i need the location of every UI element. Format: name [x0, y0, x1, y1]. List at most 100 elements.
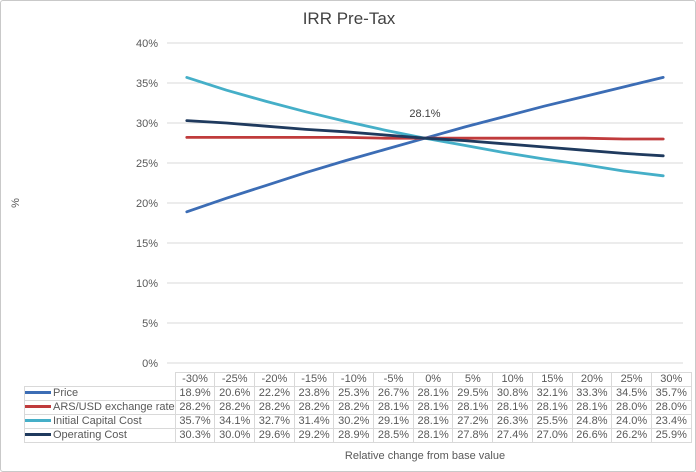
table-header-row: -30% -25% -20% -15% -10% -5% 0% 5% 10% 15% 20% 25% 3…	[25, 372, 692, 387]
value-cell: 35.7%	[650, 386, 692, 401]
y-tick-label: 40%	[136, 38, 158, 50]
value-cell: 26.6%	[571, 428, 613, 443]
column-header: -5%	[373, 372, 414, 387]
y-tick-label: 5%	[142, 318, 158, 330]
table-row: Operating Cost 30.3% 30.0% 29.6% 29.2% 28.9% 2…	[24, 428, 692, 443]
value-cell: 26.7%	[373, 386, 414, 401]
y-tick-label: 30%	[136, 118, 158, 130]
value-cell: 27.8%	[452, 428, 494, 443]
value-cell: 30.0%	[214, 428, 256, 443]
series-legend-cell: ARS/USD exchange rate	[24, 400, 176, 415]
value-cell: 33.3%	[571, 386, 613, 401]
value-cell: 35.7%	[174, 414, 216, 429]
chart-title: IRR Pre-Tax	[302, 9, 396, 28]
value-cell: 28.0%	[650, 400, 692, 415]
value-cell: 23.4%	[650, 414, 692, 429]
value-cell: 27.4%	[492, 428, 533, 443]
value-cell: 28.5%	[373, 428, 414, 443]
value-cell: 28.1%	[571, 400, 613, 415]
value-cell: 28.1%	[412, 386, 454, 401]
value-cell: 34.5%	[611, 386, 652, 401]
series-line-price	[185, 76, 665, 214]
y-tick-label: 20%	[136, 198, 158, 210]
legend-line-swatch	[25, 432, 51, 436]
value-cell: 30.8%	[492, 386, 533, 401]
value-cell: 18.9%	[174, 386, 216, 401]
y-tick-label: 15%	[136, 238, 158, 250]
series-name: Initial Capital Cost	[53, 415, 142, 428]
table-row: Price 18.9% 20.6% 22.2% 23.8% 25.3% 26.7% 28.1%…	[24, 386, 692, 401]
value-cell: 30.3%	[174, 428, 216, 443]
y-tick-label: 25%	[136, 158, 158, 170]
value-cell: 28.1%	[412, 414, 454, 429]
y-tick-label: 35%	[136, 78, 158, 90]
x-axis-title: Relative change from base value	[344, 450, 506, 462]
value-cell: 29.6%	[254, 428, 295, 443]
value-cell: 28.2%	[333, 400, 375, 415]
value-cell: 28.1%	[412, 428, 454, 443]
value-cell: 28.2%	[293, 400, 335, 415]
value-cell: 28.1%	[373, 400, 414, 415]
value-cell: 25.9%	[650, 428, 692, 443]
value-cell: 28.1%	[412, 400, 454, 415]
column-header: -15%	[293, 372, 335, 387]
value-cell: 28.2%	[254, 400, 295, 415]
table-row: ARS/USD exchange rate 28.2% 28.2% 28.2% 28.2…	[24, 400, 692, 415]
value-cell: 27.2%	[452, 414, 494, 429]
value-cell: 34.1%	[214, 414, 256, 429]
column-header: -30%	[174, 372, 216, 387]
legend-line-swatch	[25, 418, 51, 422]
value-cell: 29.2%	[293, 428, 335, 443]
value-cell: 32.7%	[254, 414, 295, 429]
value-cell: 28.1%	[492, 400, 533, 415]
value-cell: 25.5%	[531, 414, 573, 429]
value-cell: 29.1%	[373, 414, 414, 429]
series-name: ARS/USD exchange rate	[53, 401, 175, 414]
value-cell: 29.5%	[452, 386, 494, 401]
column-header: 25%	[611, 372, 652, 387]
crossing-point-annotation: 28.1%	[409, 108, 441, 120]
data-table: -30% -25% -20% -15% -10% -5% 0% 5% 10% 15% 20% 25% 3…	[24, 372, 692, 443]
value-cell: 24.8%	[571, 414, 613, 429]
series-name: Price	[53, 387, 79, 400]
table-corner-cell	[25, 373, 176, 387]
series-legend-cell: Price	[24, 386, 176, 401]
y-tick-label: 10%	[136, 278, 158, 290]
value-cell: 26.2%	[611, 428, 652, 443]
value-cell: 22.2%	[254, 386, 295, 401]
series-legend-cell: Initial Capital Cost	[24, 414, 176, 429]
column-header: 0%	[412, 372, 454, 387]
column-header: -20%	[254, 372, 295, 387]
legend-line-swatch	[25, 404, 51, 408]
value-cell: 28.1%	[531, 400, 573, 415]
column-header: 10%	[492, 372, 533, 387]
value-cell: 23.8%	[293, 386, 335, 401]
series-line-operating-cost	[185, 119, 665, 158]
table-row: Initial Capital Cost 35.7% 34.1% 32.7% 31.4%…	[24, 414, 692, 429]
column-header: -25%	[214, 372, 256, 387]
value-cell: 27.0%	[531, 428, 573, 443]
value-cell: 28.1%	[452, 400, 494, 415]
series-name: Operating Cost	[53, 429, 127, 442]
column-header: -10%	[333, 372, 375, 387]
value-cell: 26.3%	[492, 414, 533, 429]
value-cell: 28.2%	[174, 400, 216, 415]
column-header: 30%	[650, 372, 692, 387]
value-cell: 31.4%	[293, 414, 335, 429]
column-header: 5%	[452, 372, 494, 387]
value-cell: 20.6%	[214, 386, 256, 401]
value-cell: 28.0%	[611, 400, 652, 415]
value-cell: 25.3%	[333, 386, 375, 401]
y-tick-label: 0%	[142, 358, 158, 370]
value-cell: 24.0%	[611, 414, 652, 429]
column-header: 20%	[571, 372, 613, 387]
series-legend-cell: Operating Cost	[24, 428, 176, 443]
value-cell: 30.2%	[333, 414, 375, 429]
value-cell: 28.9%	[333, 428, 375, 443]
value-cell: 28.2%	[214, 400, 256, 415]
column-header: 15%	[531, 372, 573, 387]
legend-line-swatch	[25, 390, 51, 394]
value-cell: 32.1%	[531, 386, 573, 401]
